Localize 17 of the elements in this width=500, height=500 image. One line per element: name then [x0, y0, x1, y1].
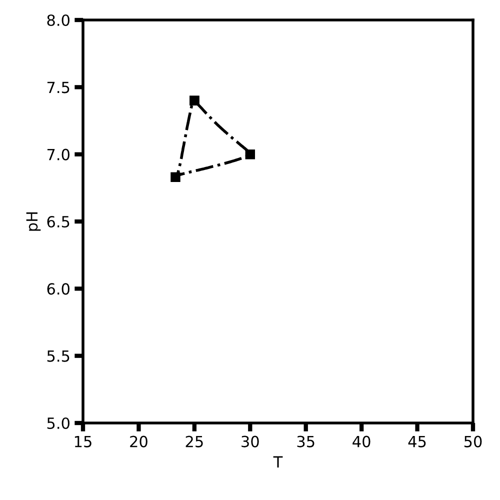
x-tick-label: 50: [464, 436, 482, 448]
x-tick-label: 45: [408, 436, 426, 448]
y-tick-label: 8.0: [47, 14, 70, 26]
x-tick-label: 35: [297, 436, 314, 448]
x-tick-label: 30: [242, 436, 259, 448]
y-tick-label: 6.0: [47, 283, 70, 295]
x-tick-label: 40: [352, 436, 370, 448]
y-tick-label: 5.0: [47, 417, 70, 430]
y-tick-label: 7.5: [47, 82, 70, 94]
x-axis-title: T: [273, 456, 283, 468]
y-axis-title: pH: [26, 212, 41, 231]
y-tick-label: 6.5: [47, 216, 70, 228]
x-tick-label: 25: [186, 436, 203, 448]
y-tick-label: 5.5: [47, 350, 70, 362]
y-tick-label: 7.0: [47, 148, 70, 160]
x-tick-label: 15: [74, 436, 92, 448]
x-tick-label: 20: [130, 436, 148, 448]
